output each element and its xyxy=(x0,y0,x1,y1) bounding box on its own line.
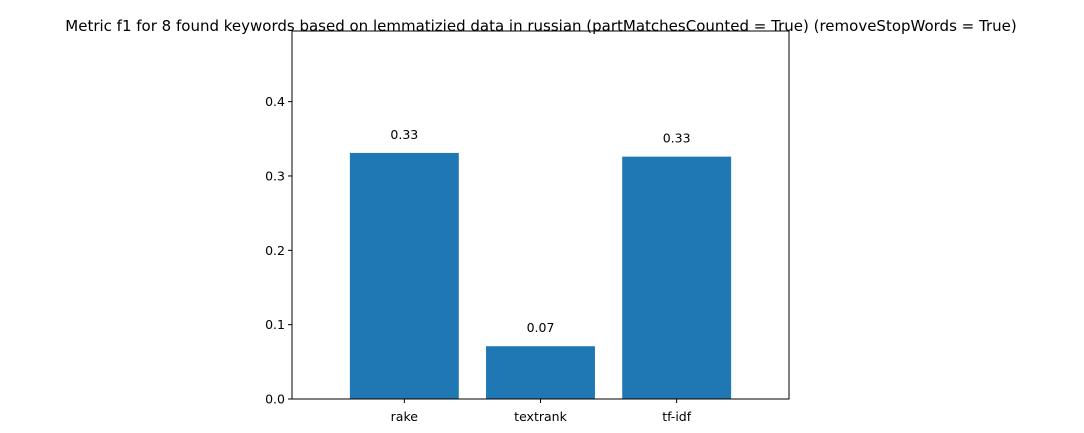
bar xyxy=(349,152,459,399)
y-tick-label: 0.2 xyxy=(265,243,285,258)
x-tick-label: rake xyxy=(391,409,419,424)
y-tick-label: 0.4 xyxy=(265,94,285,109)
y-tick-label: 0.1 xyxy=(265,317,285,332)
y-tick-label: 0.3 xyxy=(265,168,285,183)
x-tick-label: textrank xyxy=(514,409,567,424)
chart-title: Metric f1 for 8 found keywords based on … xyxy=(65,17,1016,35)
bar xyxy=(486,346,595,399)
x-tick-label: tf-idf xyxy=(662,409,692,424)
plot-area-frame xyxy=(291,30,790,400)
y-tick-label: 0.0 xyxy=(265,392,285,407)
bar-value-label: 0.07 xyxy=(527,320,555,335)
bar-value-label: 0.33 xyxy=(390,127,418,142)
bar xyxy=(622,156,732,399)
bar-value-label: 0.33 xyxy=(663,131,691,146)
